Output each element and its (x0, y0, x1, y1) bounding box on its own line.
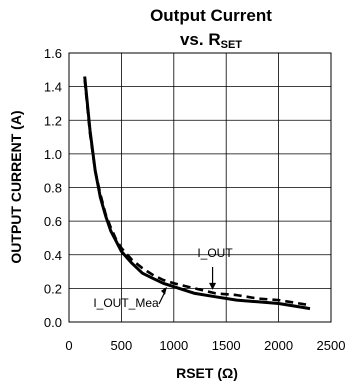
y-tick-label: 0.4 (44, 248, 62, 263)
annotation-arrowhead (160, 286, 167, 295)
y-tick-label: 1.4 (44, 80, 62, 95)
chart-title-line2: vs. RSET (70, 30, 351, 51)
annotation-i-out: I_OUT (197, 246, 233, 260)
x-tick-label: 2500 (317, 338, 346, 353)
annotation-arrowhead (209, 282, 217, 290)
series-line-i-out-mea (83, 76, 311, 311)
x-axis-label: RSET (Ω) (176, 365, 238, 381)
y-axis-label: OUTPUT CURRENT (A) (8, 110, 24, 263)
x-tick-labels: 0 500 1000 1500 2000 2500 (65, 338, 345, 353)
plot-frame (68, 52, 332, 323)
annotation-arrow-shaft (158, 291, 166, 305)
annotations: I_OUT I_OUT_Mea (93, 246, 233, 310)
y-tick-label: 0.8 (44, 181, 62, 196)
x-tick-label: 1000 (159, 338, 188, 353)
x-tick-label: 0 (65, 338, 72, 353)
chart-title-subscript: SET (220, 39, 243, 51)
y-tick-label: 0.2 (44, 281, 62, 296)
x-tick-label: 2000 (264, 338, 293, 353)
x-tick-label: 500 (111, 338, 133, 353)
y-tick-label: 0.6 (44, 214, 62, 229)
y-tick-label: 0.0 (44, 315, 62, 330)
series-lines (83, 76, 311, 311)
chart-title-prefix: vs. R (179, 30, 221, 49)
x-tick-label: 1500 (212, 338, 241, 353)
chart-title-line1: Output Current (150, 6, 272, 25)
y-tick-label: 1.2 (44, 113, 62, 128)
grid-lines (68, 52, 332, 323)
annotation-i-out-mea: I_OUT_Mea (93, 296, 159, 310)
series-line-i-out (83, 79, 311, 307)
y-tick-labels: 0.0 0.2 0.4 0.6 0.8 1.0 1.2 1.4 1.6 (44, 46, 62, 330)
y-tick-label: 1.6 (44, 46, 62, 61)
y-tick-label: 1.0 (44, 147, 62, 162)
